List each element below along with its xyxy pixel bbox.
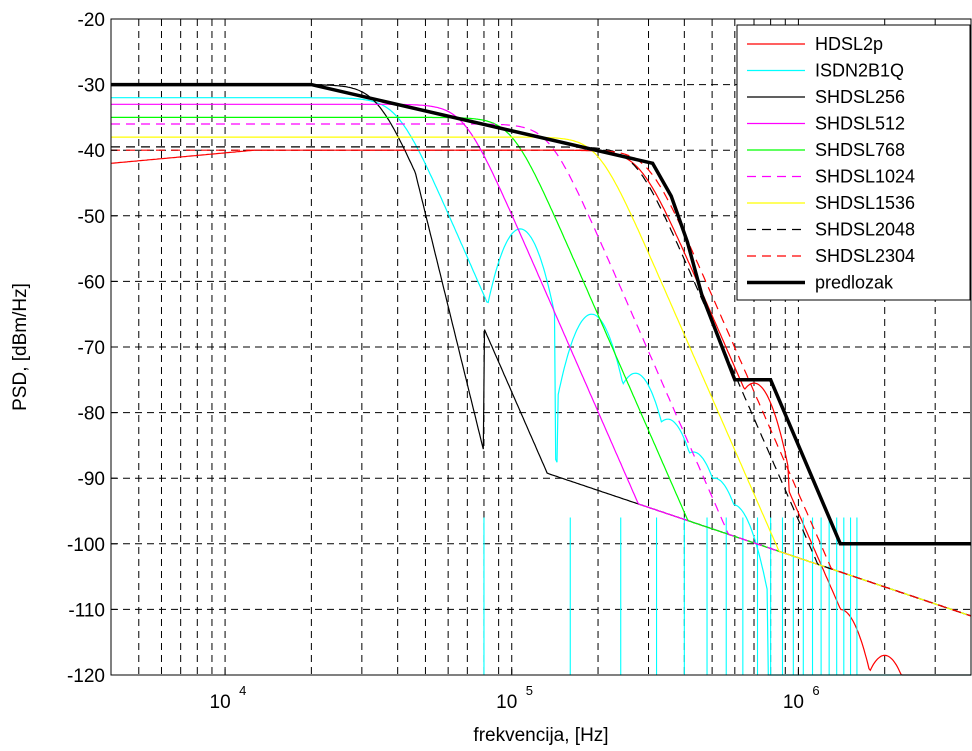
legend-label-hdsl2p: HDSL2p [815,34,883,54]
y-tick-label: -30 [78,76,105,97]
legend-label-predlozak: predlozak [815,273,894,293]
y-tick-label: -20 [78,10,105,31]
y-tick-label: -40 [78,141,105,162]
x-tick-label: 10 [496,692,517,713]
legend-label-shdsl2048: SHDSL2048 [815,220,915,240]
legend: HDSL2p ISDN2B1Q SHDSL256 SHDSL512 SHDSL768 SH… [736,24,971,301]
y-tick-label: -110 [68,600,105,621]
y-axis-label: PSD, [dBm/Hz] [10,283,31,411]
y-tick-label: -120 [67,666,105,687]
x-tick-exponent: 6 [812,683,819,698]
x-tick-exponent: 5 [526,683,533,698]
x-axis-label: frekvencija, [Hz] [473,725,608,746]
y-tick-label: -60 [78,272,105,293]
legend-label-shdsl512: SHDSL512 [815,114,905,134]
y-tick-label: -90 [78,469,105,490]
legend-label-shdsl768: SHDSL768 [815,140,905,160]
series-line-shdsl2304 [111,149,972,617]
x-tick-label: 10 [783,692,804,713]
legend-label-shdsl1024: SHDSL1024 [815,167,915,187]
legend-label-isdn2b1q: ISDN2B1Q [815,61,904,81]
y-tick-label: -100 [67,535,105,556]
x-tick-label: 10 [210,692,231,713]
series-line-shdsl2048 [111,146,972,617]
x-tick-exponent: 4 [239,683,246,698]
series-line-predlozak [111,82,971,546]
legend-label-shdsl256: SHDSL256 [815,87,905,107]
y-tick-label: -50 [78,207,105,228]
legend-label-shdsl1536: SHDSL1536 [815,193,915,213]
series-lines [110,82,972,676]
y-tick-label: -80 [78,404,105,425]
y-tick-label: -70 [78,338,105,359]
axis-ticks: -20-30-40-50-60-70-80-90-100-110-1201041… [67,10,820,713]
legend-label-shdsl2304: SHDSL2304 [815,246,915,266]
